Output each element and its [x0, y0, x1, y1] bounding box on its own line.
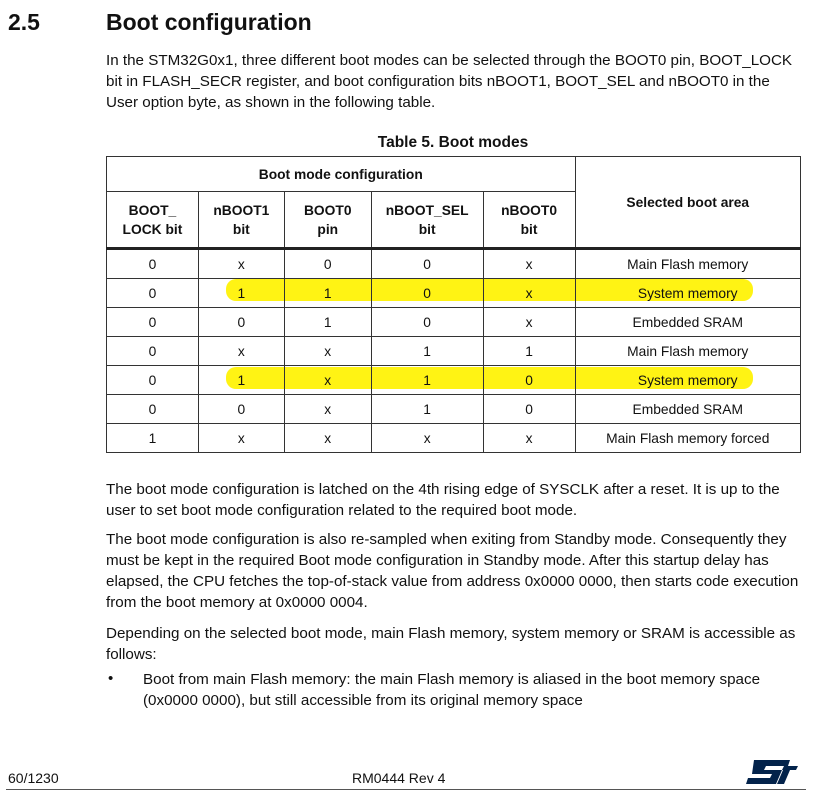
table-cell: x	[482, 278, 576, 308]
document-id: RM0444 Rev 4	[352, 770, 446, 786]
boot-modes-table: Boot mode configuration Selected boot ar…	[106, 156, 801, 453]
table-cell: 1	[197, 278, 285, 308]
column-header-line: bit	[520, 221, 538, 237]
table-cell: x	[482, 248, 576, 279]
column-header-line: nBOOT0	[501, 202, 558, 218]
table-cell: 1	[283, 307, 372, 337]
table-cell: 0	[370, 248, 484, 279]
column-header-1: nBOOT1 bit	[197, 191, 285, 250]
column-header-4: nBOOT0 bit	[482, 191, 576, 250]
table-cell: 0	[283, 248, 372, 279]
section-title: Boot configuration	[106, 9, 312, 35]
table-row: 0 1 x 1 0 System memory	[106, 365, 801, 395]
table-cell: 0	[106, 278, 199, 308]
st-logo-icon	[746, 760, 798, 784]
table-cell: x	[482, 307, 576, 337]
table-cell: 0	[482, 394, 576, 424]
table-cell: 1	[370, 336, 484, 366]
boot-area-cell: Main Flash memory	[574, 336, 801, 366]
table-row: 0 1 1 0 x System memory	[106, 278, 801, 308]
column-header-2: BOOT0 pin	[283, 191, 372, 250]
table-cell: x	[370, 423, 484, 453]
column-header-line: LOCK bit	[122, 221, 183, 237]
table-cell: x	[482, 423, 576, 453]
paragraph-latch: The boot mode configuration is latched o…	[106, 481, 780, 519]
table-caption: Table 5. Boot modes	[377, 134, 529, 151]
column-header-line: nBOOT1	[213, 202, 270, 218]
page-number: 60/1230	[8, 770, 59, 786]
st-logo-shape-right	[777, 766, 798, 784]
table-cell: x	[197, 423, 285, 453]
table-cell: 1	[482, 336, 576, 366]
st-logo-shape-left	[746, 760, 790, 784]
table-cell: 0	[106, 307, 199, 337]
table-row: 0 x 0 0 x Main Flash memory	[106, 248, 801, 279]
table-cell: 1	[283, 278, 372, 308]
bullet-dot: •	[108, 670, 114, 687]
table-cell: 1	[370, 365, 484, 395]
intro-paragraph: In the STM32G0x1, three different boot m…	[106, 52, 793, 111]
table-cell: 0	[370, 307, 484, 337]
bullet-item: Boot from main Flash memory: the main Fl…	[143, 671, 761, 709]
table-cell: 0	[106, 394, 199, 424]
table-row: 0 0 1 0 x Embedded SRAM	[106, 307, 801, 337]
table-row: 0 x x 1 1 Main Flash memory	[106, 336, 801, 366]
table-cell: 0	[197, 394, 285, 424]
boot-area-cell: Main Flash memory forced	[574, 423, 801, 453]
table-cell: x	[283, 394, 372, 424]
boot-area-cell: Main Flash memory	[574, 248, 801, 279]
boot-area-cell: Embedded SRAM	[574, 307, 801, 337]
table-cell: 0	[106, 248, 199, 279]
table-row: 0 0 x 1 0 Embedded SRAM	[106, 394, 801, 424]
paragraph-access: Depending on the selected boot mode, mai…	[106, 625, 796, 663]
table-cell: 0	[482, 365, 576, 395]
footer-rule	[6, 789, 806, 790]
table-cell: 0	[370, 278, 484, 308]
table-cell: 0	[106, 336, 199, 366]
selected-area-header: Selected boot area	[574, 156, 801, 250]
column-header-line: BOOT0	[303, 202, 352, 218]
table-cell: 1	[197, 365, 285, 395]
table-cell: 1	[370, 394, 484, 424]
table-cell: 0	[106, 365, 199, 395]
boot-area-cell: Embedded SRAM	[574, 394, 801, 424]
column-header-line: bit	[232, 221, 250, 237]
table-cell: x	[283, 423, 372, 453]
table-cell: x	[197, 336, 285, 366]
boot-area-cell: System memory	[574, 278, 801, 308]
column-header-line: pin	[317, 221, 339, 237]
column-header-line: bit	[418, 221, 436, 237]
table-cell: 0	[197, 307, 285, 337]
paragraph-standby: The boot mode configuration is also re-s…	[106, 531, 799, 611]
column-header-0: BOOT_ LOCK bit	[106, 191, 199, 250]
table-row: 1 x x x x Main Flash memory forced	[106, 423, 801, 453]
table-cell: x	[283, 365, 372, 395]
column-header-line: nBOOT_SEL	[385, 202, 469, 218]
group-header: Boot mode configuration	[106, 156, 576, 192]
table-cell: x	[283, 336, 372, 366]
table-cell: x	[197, 248, 285, 279]
section-number: 2.5	[8, 9, 40, 35]
table-cell: 1	[106, 423, 199, 453]
boot-area-cell: System memory	[574, 365, 801, 395]
column-header-line: BOOT_	[128, 202, 177, 218]
